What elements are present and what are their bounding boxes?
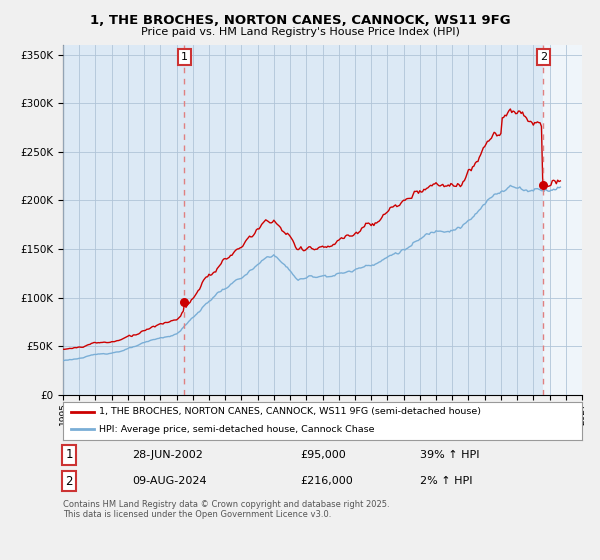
Text: 2% ↑ HPI: 2% ↑ HPI	[420, 476, 473, 486]
Text: Contains HM Land Registry data © Crown copyright and database right 2025.
This d: Contains HM Land Registry data © Crown c…	[63, 500, 389, 519]
Bar	[543, 45, 582, 395]
Text: 39% ↑ HPI: 39% ↑ HPI	[420, 450, 479, 460]
Text: 2: 2	[539, 52, 547, 62]
Text: 28-JUN-2002: 28-JUN-2002	[132, 450, 203, 460]
Text: 1: 1	[181, 52, 188, 62]
Text: Price paid vs. HM Land Registry's House Price Index (HPI): Price paid vs. HM Land Registry's House …	[140, 27, 460, 37]
Text: HPI: Average price, semi-detached house, Cannock Chase: HPI: Average price, semi-detached house,…	[100, 425, 375, 434]
Text: 1: 1	[65, 448, 73, 461]
Text: 2: 2	[65, 474, 73, 488]
Text: 09-AUG-2024: 09-AUG-2024	[132, 476, 206, 486]
Text: 1, THE BROCHES, NORTON CANES, CANNOCK, WS11 9FG (semi-detached house): 1, THE BROCHES, NORTON CANES, CANNOCK, W…	[100, 407, 481, 416]
Text: 1, THE BROCHES, NORTON CANES, CANNOCK, WS11 9FG: 1, THE BROCHES, NORTON CANES, CANNOCK, W…	[89, 14, 511, 27]
Text: £95,000: £95,000	[300, 450, 346, 460]
Text: £216,000: £216,000	[300, 476, 353, 486]
Bar	[543, 45, 582, 395]
